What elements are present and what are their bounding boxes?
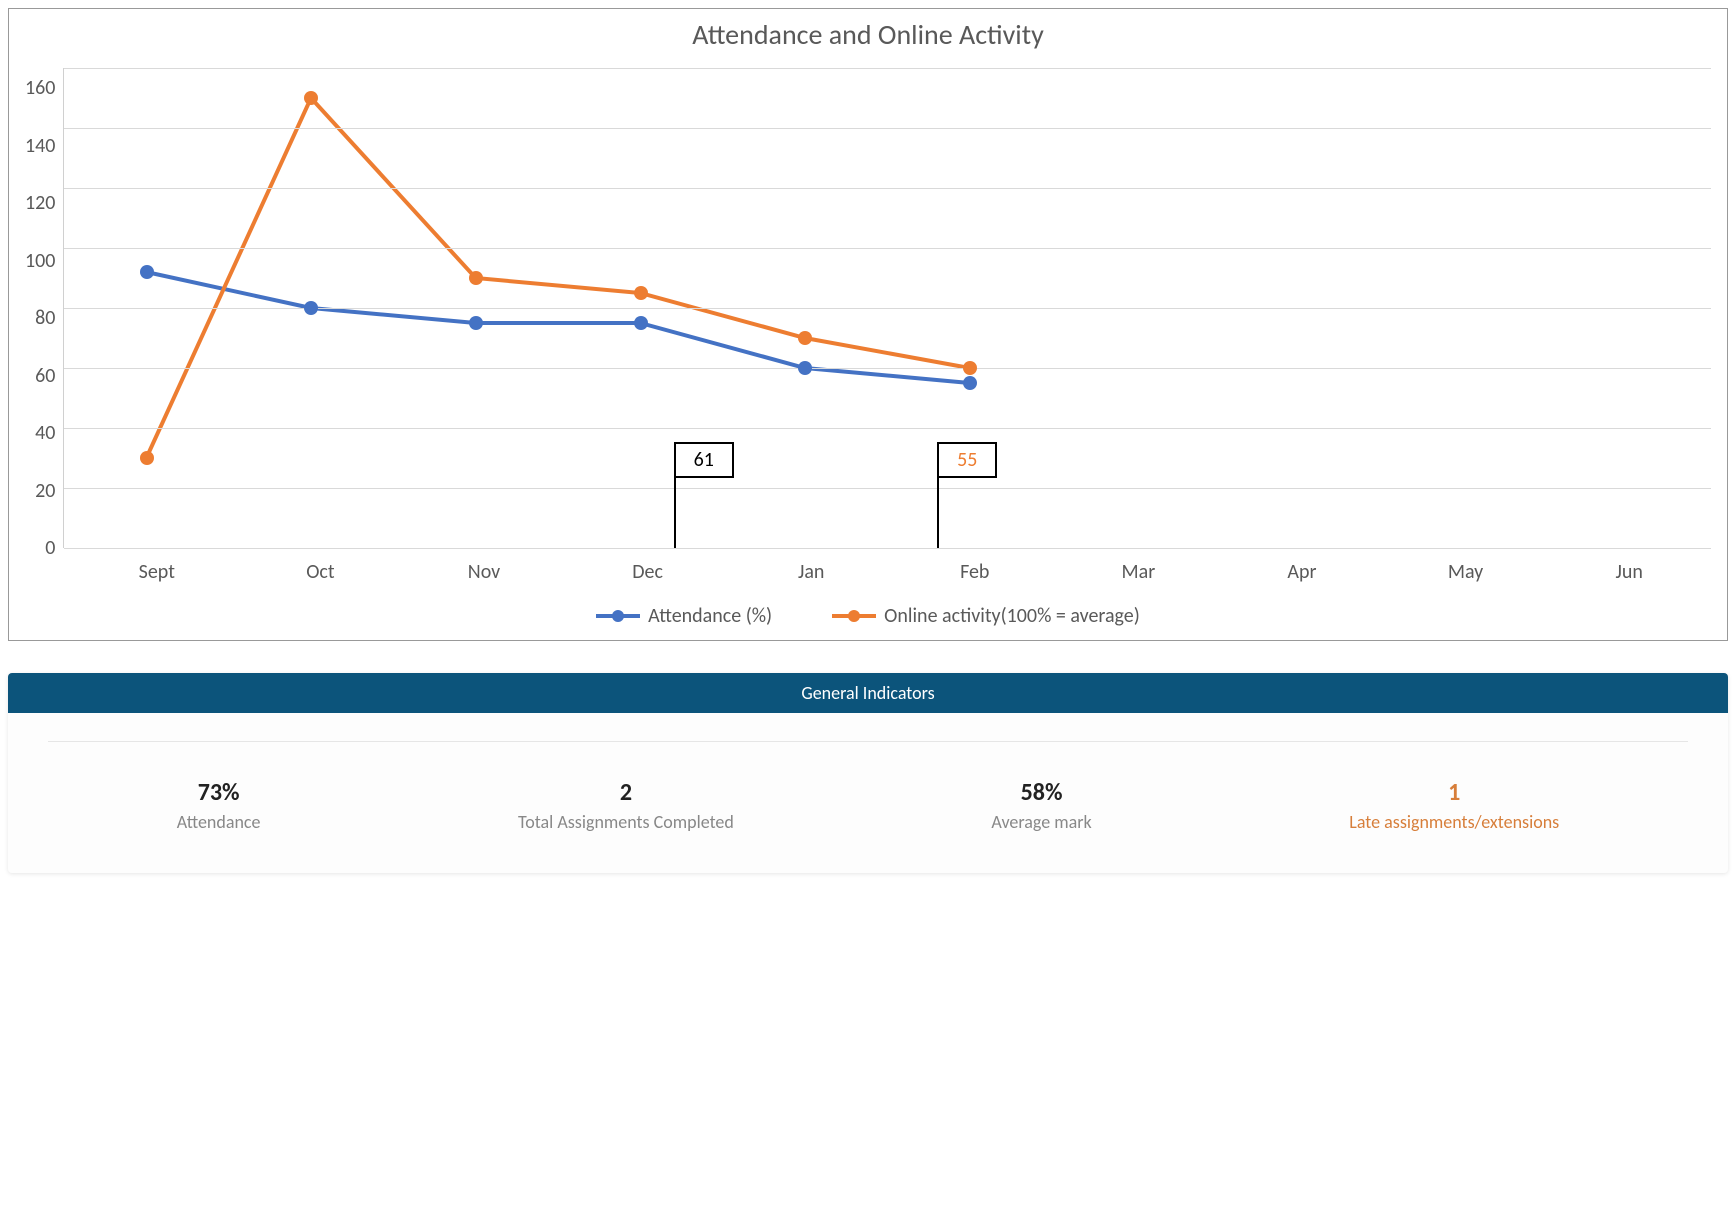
indicators-body: 73% Attendance 2 Total Assignments Complete…	[8, 713, 1728, 873]
series-marker	[469, 316, 483, 330]
y-tick: 20	[25, 481, 55, 501]
indicator-value: 2	[518, 778, 734, 807]
y-tick: 60	[25, 366, 55, 386]
series-marker	[140, 265, 154, 279]
indicator: 58% Average mark	[991, 778, 1091, 833]
callout-box: 55	[937, 442, 997, 478]
legend-swatch	[832, 607, 876, 625]
y-tick: 40	[25, 423, 55, 443]
callout-stem	[674, 478, 676, 548]
y-tick: 140	[25, 136, 55, 156]
x-tick: Jun	[1547, 560, 1711, 584]
indicator-label: Total Assignments Completed	[518, 811, 734, 833]
y-tick: 80	[25, 308, 55, 328]
indicators-panel: General Indicators 73% Attendance 2 Total A…	[8, 673, 1728, 873]
plot-area: 61 55	[63, 68, 1711, 548]
grid-line	[64, 548, 1711, 549]
chart-legend: Attendance (%) Online activity(100% = ave…	[25, 604, 1711, 628]
y-tick: 0	[25, 538, 55, 558]
y-tick: 100	[25, 251, 55, 271]
legend-item: Attendance (%)	[596, 604, 772, 628]
grid-line	[64, 188, 1711, 189]
series-marker	[963, 361, 977, 375]
series-marker	[634, 286, 648, 300]
indicators-divider	[48, 741, 1688, 742]
series-line	[147, 98, 970, 458]
attendance-chart: Attendance and Online Activity 160 140 120…	[8, 8, 1728, 641]
y-tick: 120	[25, 193, 55, 213]
x-tick: Mar	[1057, 560, 1221, 584]
indicator-label: Late assignments/extensions	[1349, 811, 1559, 833]
grid-line	[64, 488, 1711, 489]
series-marker	[469, 271, 483, 285]
indicators-row: 73% Attendance 2 Total Assignments Complete…	[48, 778, 1688, 833]
x-tick: Nov	[402, 560, 566, 584]
x-tick: Apr	[1220, 560, 1384, 584]
callout-stem	[937, 478, 939, 548]
series-marker	[140, 451, 154, 465]
x-axis: SeptOctNovDecJanFebMarAprMayJun	[75, 560, 1711, 584]
series-marker	[963, 376, 977, 390]
indicator-label: Average mark	[991, 811, 1091, 833]
x-tick: Sept	[75, 560, 239, 584]
x-tick: Jan	[729, 560, 893, 584]
y-axis: 160140120100806040200	[25, 68, 63, 548]
indicator-label: Attendance	[177, 811, 261, 833]
legend-label: Attendance (%)	[648, 604, 772, 628]
legend-label: Online activity(100% = average)	[884, 604, 1140, 628]
callout: 61	[674, 442, 734, 548]
x-tick: Oct	[239, 560, 403, 584]
grid-line	[64, 368, 1711, 369]
indicator: 1 Late assignments/extensions	[1349, 778, 1559, 833]
chart-title: Attendance and Online Activity	[25, 17, 1711, 52]
indicators-header: General Indicators	[8, 673, 1728, 713]
y-tick: 160	[25, 78, 55, 98]
legend-swatch	[596, 607, 640, 625]
grid-line	[64, 248, 1711, 249]
grid-line	[64, 428, 1711, 429]
legend-item: Online activity(100% = average)	[832, 604, 1140, 628]
series-line	[147, 272, 970, 383]
grid-line	[64, 68, 1711, 69]
x-tick: Dec	[566, 560, 730, 584]
x-tick: Feb	[893, 560, 1057, 584]
series-marker	[634, 316, 648, 330]
indicator-value: 58%	[991, 778, 1091, 807]
callout-box: 61	[674, 442, 734, 478]
grid-line	[64, 128, 1711, 129]
indicator-value: 73%	[177, 778, 261, 807]
plot-wrap: 160140120100806040200 6155	[25, 68, 1711, 548]
x-tick: May	[1384, 560, 1548, 584]
callout: 55	[937, 442, 997, 548]
indicator: 73% Attendance	[177, 778, 261, 833]
indicator: 2 Total Assignments Completed	[518, 778, 734, 833]
indicator-value: 1	[1349, 778, 1559, 807]
